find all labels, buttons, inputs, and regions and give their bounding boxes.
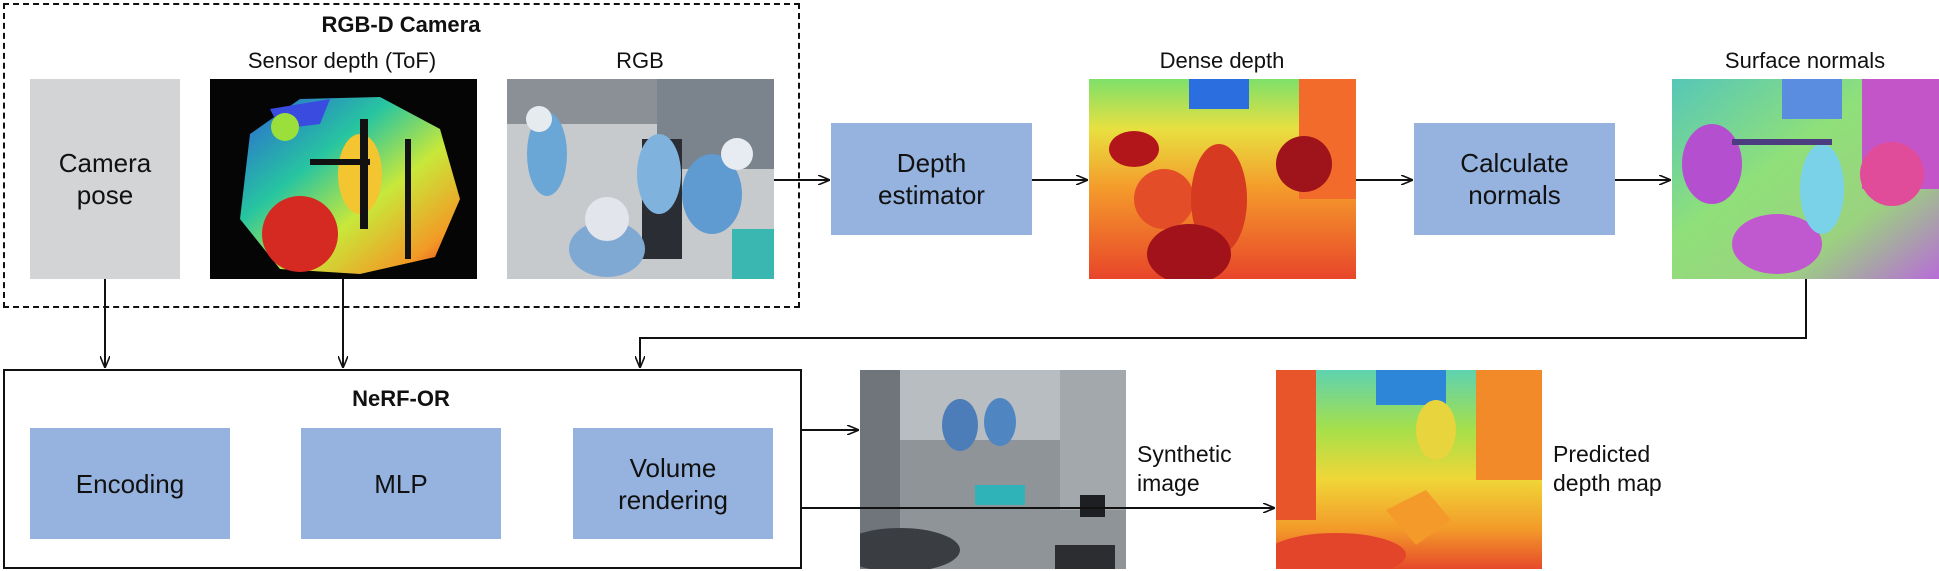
camera-pose-block: Camera pose (30, 79, 180, 279)
nerf-or-group (3, 369, 802, 569)
sensor-depth-label: Sensor depth (ToF) (247, 48, 437, 73)
synthetic-image-label: Synthetic image (1137, 441, 1232, 496)
predicted-depth-image (1276, 370, 1542, 569)
rgb-label: RGB (616, 48, 664, 73)
arrow-surface-normals-to-nerf (640, 279, 1807, 367)
dense-depth-label: Dense depth (1159, 48, 1285, 73)
rgb-image (507, 79, 774, 279)
calculate-normals-block: Calculate normals (1414, 123, 1615, 235)
sensor-depth-image (210, 79, 477, 279)
synthetic-image (860, 370, 1126, 569)
dense-depth-image (1089, 79, 1356, 279)
rgbd-camera-title: RGB-D Camera (321, 12, 481, 37)
volume-rendering-block: Volume rendering (573, 428, 773, 539)
encoding-block: Encoding (30, 428, 230, 539)
mlp-block: MLP (301, 428, 501, 539)
nerf-or-title: NeRF-OR (352, 386, 450, 411)
surface-normals-label: Surface normals (1724, 48, 1886, 73)
rgbd-camera-group (3, 3, 800, 308)
predicted-depth-label: Predicted depth map (1553, 441, 1662, 496)
depth-estimator-block: Depth estimator (831, 123, 1032, 235)
surface-normals-image (1672, 79, 1939, 279)
